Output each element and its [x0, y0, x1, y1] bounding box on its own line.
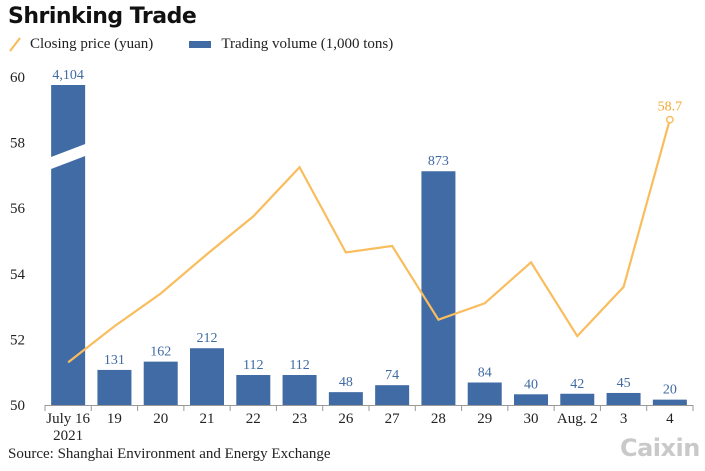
x-tick-label: 19	[107, 411, 122, 427]
bar-value-label: 112	[289, 358, 309, 373]
volume-bar	[328, 392, 363, 405]
volume-bar	[467, 382, 502, 405]
legend-item-volume: Trading volume (1,000 tons)	[189, 36, 393, 53]
x-tick-label: 4	[666, 411, 674, 427]
bar-value-label: 48	[339, 375, 353, 390]
bar-value-label: 4,104	[52, 68, 84, 83]
x-tick-label: 22	[246, 411, 261, 427]
x-tick-label: 26	[338, 411, 354, 427]
bar-value-label: 873	[428, 154, 449, 169]
volume-bar	[421, 171, 456, 405]
line-swatch-icon	[9, 37, 21, 52]
volume-bar	[143, 361, 178, 405]
price-line	[67, 119, 671, 364]
bar-value-label: 84	[478, 366, 492, 381]
bar-value-label: 112	[243, 358, 263, 373]
price-value-label: 58.7	[658, 100, 683, 115]
chart-title: Shrinking Trade	[8, 4, 197, 29]
x-tick-sublabel: 2021	[53, 428, 83, 444]
volume-bar	[97, 369, 132, 405]
volume-bar	[190, 348, 224, 405]
legend: Closing price (yuan) Trading volume (1,0…	[8, 34, 429, 54]
y-tick-label: 60	[10, 70, 25, 86]
x-tick-label: Aug. 2	[557, 411, 598, 427]
caixin-logo: Caixin	[620, 434, 700, 462]
volume-bar	[514, 394, 548, 405]
x-tick-label: 20	[153, 411, 168, 427]
bar-value-label: 162	[150, 345, 171, 360]
x-tick-label: 27	[385, 411, 401, 427]
y-tick-label: 56	[10, 201, 26, 217]
volume-bar	[51, 85, 86, 405]
volume-bar	[652, 399, 687, 405]
x-tick-label: 23	[292, 411, 307, 427]
legend-item-price: Closing price (yuan)	[8, 36, 153, 53]
volume-bar	[236, 375, 271, 405]
bar-value-label: 40	[524, 377, 538, 392]
x-tick-label: 30	[524, 411, 539, 427]
bar-value-label: 45	[617, 376, 631, 391]
bar-value-label: 20	[663, 383, 677, 398]
volume-bar	[560, 393, 595, 405]
source-note: Source: Shanghai Environment and Energy …	[8, 446, 331, 462]
y-tick-label: 54	[10, 267, 26, 283]
axis-break-mark	[47, 142, 90, 171]
y-tick-label: 50	[10, 398, 25, 414]
volume-bar	[282, 375, 317, 405]
volume-bar	[606, 392, 641, 405]
x-tick-label: 21	[200, 411, 215, 427]
price-endpoint-marker	[665, 115, 674, 124]
bar-value-label: 131	[104, 353, 125, 368]
x-tick-label: 3	[620, 411, 628, 427]
legend-label-price: Closing price (yuan)	[30, 35, 154, 52]
bar-value-label: 42	[570, 377, 584, 392]
y-tick-label: 58	[10, 136, 25, 152]
bar-value-label: 212	[197, 331, 218, 346]
bar-swatch-icon	[189, 40, 212, 48]
bar-value-label: 74	[385, 368, 399, 383]
legend-label-volume: Trading volume (1,000 tons)	[221, 35, 394, 52]
y-tick-label: 52	[10, 332, 25, 348]
volume-bar	[375, 385, 410, 405]
x-tick-label: 29	[477, 411, 492, 427]
x-tick-label: 28	[431, 411, 446, 427]
x-tick-label: July 16	[46, 411, 90, 427]
